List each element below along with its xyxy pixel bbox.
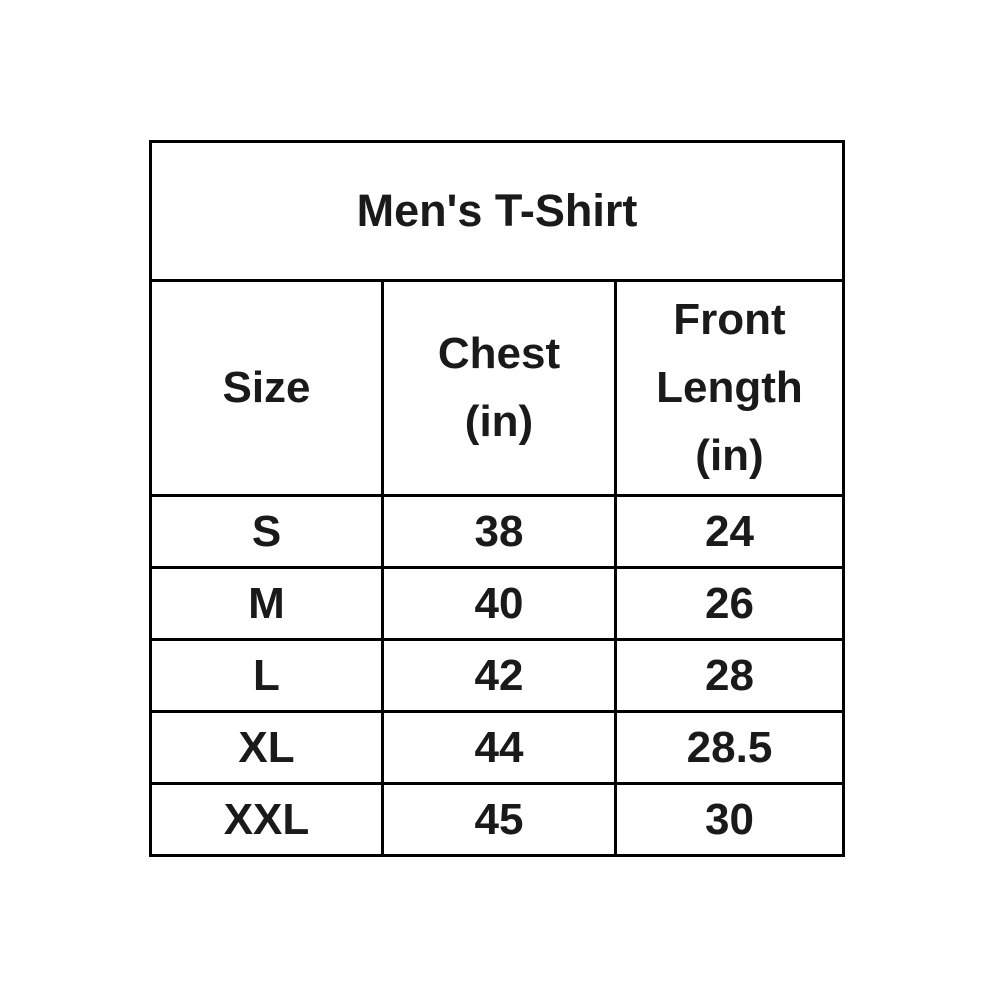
size-cell: S [149, 494, 384, 569]
chest-cell: 40 [381, 566, 617, 641]
front-length-cell: 26 [614, 566, 845, 641]
size-cell: M [149, 566, 384, 641]
size-chart: Men's T-Shirt Size Chest (in) Front Leng… [149, 140, 845, 857]
front-length-cell: 28.5 [614, 710, 845, 785]
title-row: Men's T-Shirt [149, 140, 845, 282]
front-length-cell: 24 [614, 494, 845, 569]
front-length-cell: 30 [614, 782, 845, 857]
column-header-size: Size [149, 279, 384, 497]
table-title: Men's T-Shirt [149, 140, 845, 282]
column-header-front-length: Front Length (in) [614, 279, 845, 497]
table-row: L 42 28 [149, 638, 845, 713]
header-row: Size Chest (in) Front Length (in) [149, 279, 845, 497]
chest-cell: 45 [381, 782, 617, 857]
size-cell: XXL [149, 782, 384, 857]
size-cell: L [149, 638, 384, 713]
chest-cell: 44 [381, 710, 617, 785]
chest-cell: 42 [381, 638, 617, 713]
table-row: XL 44 28.5 [149, 710, 845, 785]
chest-cell: 38 [381, 494, 617, 569]
table-row: M 40 26 [149, 566, 845, 641]
size-chart-table: Men's T-Shirt Size Chest (in) Front Leng… [149, 140, 845, 857]
table-row: XXL 45 30 [149, 782, 845, 857]
table-row: S 38 24 [149, 494, 845, 569]
front-length-cell: 28 [614, 638, 845, 713]
column-header-chest: Chest (in) [381, 279, 617, 497]
size-cell: XL [149, 710, 384, 785]
